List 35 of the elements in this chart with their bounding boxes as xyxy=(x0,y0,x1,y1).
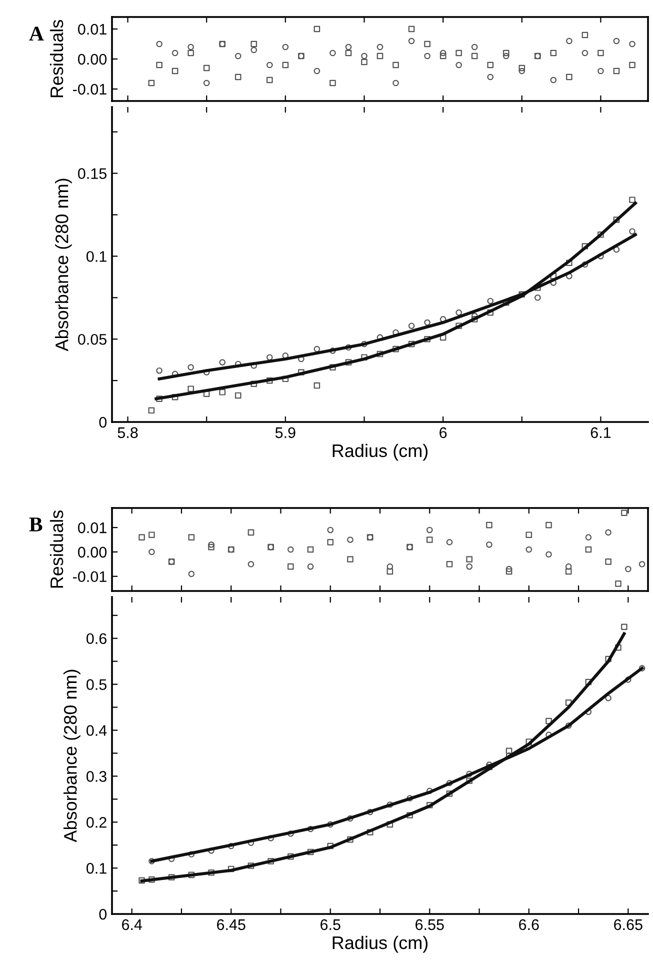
y-tick-label: 0.05 xyxy=(78,334,106,345)
x-tick-label: 6.45 xyxy=(217,919,246,930)
x-tick-label: 6.6 xyxy=(519,919,539,930)
y-tick-label: 0.4 xyxy=(86,725,107,736)
y-tick-label: 0.01 xyxy=(78,24,106,35)
y-tick-label: 0.2 xyxy=(86,816,106,828)
y-tick-label: 0 xyxy=(99,908,107,920)
y-tick-label: 0.00 xyxy=(78,54,107,65)
y-tick-label: 0.5 xyxy=(86,679,106,690)
x-axis-title: Radius (cm) xyxy=(332,444,428,461)
y-tick-label: 0.6 xyxy=(86,633,106,644)
x-tick-label: 6.4 xyxy=(122,919,142,930)
x-tick-label: 5.8 xyxy=(118,427,138,438)
x-tick-label: 6.65 xyxy=(614,919,642,930)
y-tick-label: 0.01 xyxy=(78,522,106,534)
y-tick-label: 0.15 xyxy=(78,168,106,179)
y-axis-title: Residuals xyxy=(50,510,64,588)
text: A xyxy=(29,26,44,40)
text: B xyxy=(29,518,42,532)
y-tick-label: 0 xyxy=(99,416,107,428)
x-tick-label: 5.9 xyxy=(275,427,296,438)
x-tick-label: 6.55 xyxy=(416,919,444,930)
y-axis-title: Absorbance (280 nm) xyxy=(64,670,80,842)
x-tick-label: 6.5 xyxy=(320,919,340,930)
y-axis-title: Absorbance (280 nm) xyxy=(55,178,72,352)
y-tick-label: -0.01 xyxy=(73,571,106,582)
x-axis-title: Radius (cm) xyxy=(332,936,428,953)
y-tick-label: -0.01 xyxy=(73,84,106,95)
y-tick-label: 0.3 xyxy=(86,771,106,782)
x-tick-label: 6.1 xyxy=(590,427,611,438)
y-axis-title: Residuals xyxy=(50,20,64,98)
y-tick-label: 0.1 xyxy=(86,251,106,262)
x-tick-label: 6 xyxy=(440,427,447,438)
y-tick-label: 0.00 xyxy=(78,546,107,558)
y-tick-label: 0.1 xyxy=(86,862,106,874)
